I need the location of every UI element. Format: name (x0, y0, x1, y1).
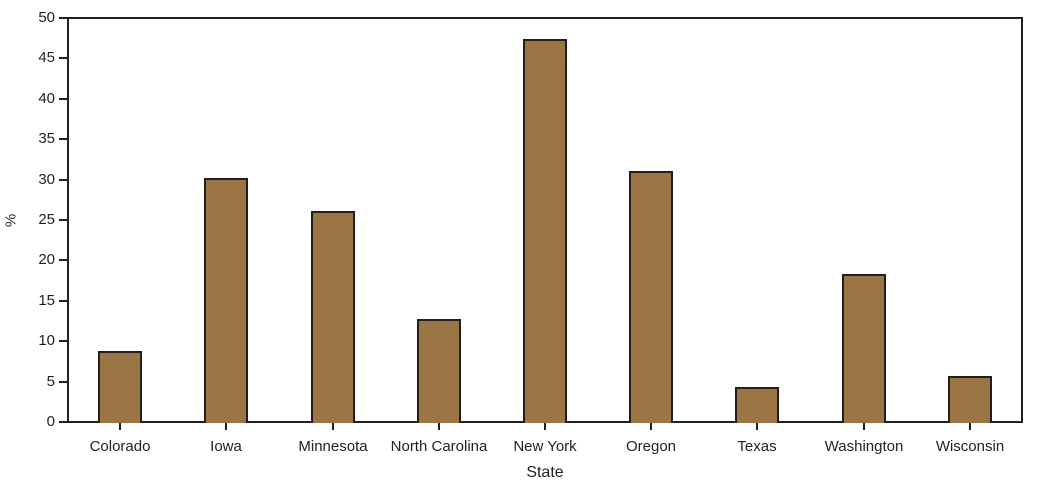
x-tick-mark (544, 423, 546, 430)
x-tick-mark (332, 423, 334, 430)
y-tick-mark (59, 259, 67, 261)
y-tick-mark (59, 57, 67, 59)
y-tick-mark (59, 219, 67, 221)
y-tick-label: 10 (38, 332, 55, 349)
y-tick-mark (59, 179, 67, 181)
bar-texas (735, 387, 779, 423)
y-tick-mark (59, 300, 67, 302)
x-category-label: Washington (824, 438, 904, 455)
y-tick-label: 0 (46, 413, 55, 430)
x-tick-mark (863, 423, 865, 430)
x-axis-label: State (526, 464, 564, 481)
y-tick-label: 30 (38, 171, 55, 188)
bar-minnesota (311, 211, 355, 423)
y-tick-mark (59, 138, 67, 140)
x-category-label: Wisconsin (935, 438, 1005, 455)
y-tick-mark (59, 17, 67, 19)
x-tick-mark (225, 423, 227, 430)
bar-new-york (523, 39, 567, 423)
x-tick-mark (650, 423, 652, 430)
bar-oregon (629, 171, 673, 423)
x-category-label: North Carolina (390, 438, 488, 455)
x-tick-mark (969, 423, 971, 430)
bar-wisconsin (948, 376, 992, 423)
x-category-label: Iowa (210, 438, 242, 455)
y-tick-mark (59, 381, 67, 383)
y-tick-label: 5 (46, 373, 55, 390)
y-axis-label: % (2, 213, 20, 228)
x-tick-mark (756, 423, 758, 430)
bar-iowa (204, 178, 248, 423)
y-tick-label: 50 (38, 9, 55, 26)
y-tick-label: 15 (38, 292, 55, 309)
x-tick-mark (119, 423, 121, 430)
x-category-label: Texas (737, 438, 777, 455)
x-category-label: Oregon (625, 438, 677, 455)
bar-washington (842, 274, 886, 423)
y-tick-label: 40 (38, 90, 55, 107)
x-category-label: New York (513, 438, 577, 455)
y-tick-label: 25 (38, 211, 55, 228)
y-tick-mark (59, 421, 67, 423)
y-tick-mark (59, 98, 67, 100)
x-category-label: Minnesota (298, 438, 368, 455)
y-tick-label: 45 (38, 49, 55, 66)
bar-colorado (98, 351, 142, 423)
y-tick-label: 35 (38, 130, 55, 147)
bar-north-carolina (417, 319, 461, 423)
x-tick-mark (438, 423, 440, 430)
y-tick-mark (59, 340, 67, 342)
y-tick-label: 20 (38, 251, 55, 268)
x-category-label: Colorado (89, 438, 151, 455)
